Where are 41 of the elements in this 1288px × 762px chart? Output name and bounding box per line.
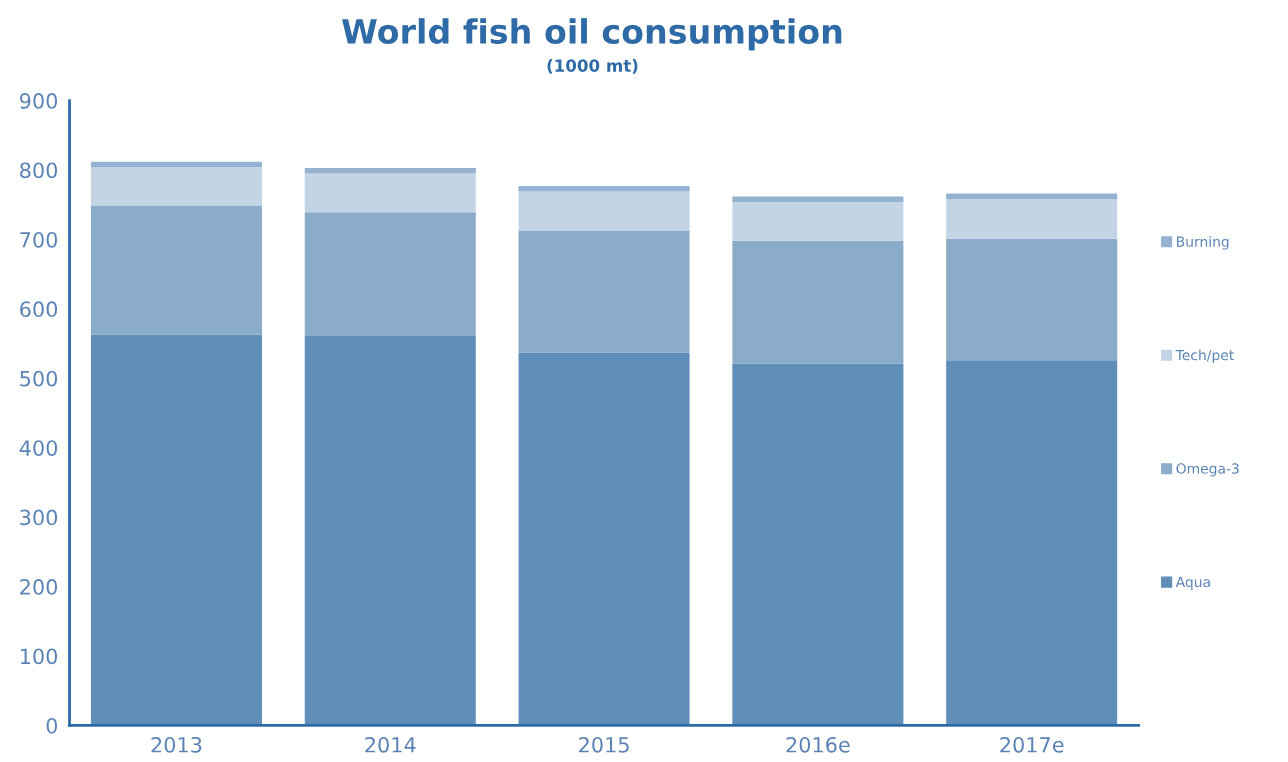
y-tick-label: 200: [20, 579, 58, 595]
bar: [946, 193, 1118, 200]
x-tick-label: 2016e: [786, 736, 850, 753]
bar: [946, 360, 1118, 726]
legend-label: Aqua: [1175, 576, 1210, 590]
bar: [304, 167, 476, 174]
x-tick-label: 2017e: [1000, 736, 1064, 753]
y-tick-label: 800: [20, 162, 58, 179]
y-tick-label: 300: [20, 509, 58, 526]
chart-title: World fish oil consumption: [342, 18, 842, 51]
bar: [946, 199, 1118, 239]
x-tick-label: 2014: [365, 736, 416, 753]
bar: [518, 352, 690, 726]
bar: [518, 185, 690, 192]
bar: [304, 335, 476, 726]
y-tick-label: 900: [19, 93, 58, 109]
y-tick-label: 100: [20, 648, 58, 665]
y-tick-label: 600: [20, 301, 58, 318]
bar: [732, 201, 904, 241]
bar: [518, 231, 690, 353]
bar: [304, 173, 476, 213]
y-tick-label: 0: [46, 717, 58, 734]
x-tick-label: 2015: [579, 736, 629, 753]
bar: [518, 191, 690, 232]
y-tick-label: 500: [20, 370, 58, 387]
y-tick-label: 400: [19, 440, 58, 456]
chart-subtitle: (1000 mt): [547, 59, 638, 74]
bar: [90, 334, 262, 726]
bar: [90, 206, 262, 335]
bar: [732, 363, 904, 726]
bar: [90, 161, 262, 168]
legend-label: Burning: [1177, 236, 1229, 250]
bar: [304, 212, 476, 336]
bar: [946, 238, 1118, 361]
bar: [90, 167, 262, 207]
bar: [732, 240, 904, 364]
y-tick-label: 700: [20, 231, 58, 248]
legend-label: Omega-3: [1176, 463, 1239, 477]
bar: [732, 196, 904, 202]
legend-label: Tech/pet: [1175, 349, 1234, 363]
x-tick-label: 2013: [151, 736, 202, 753]
